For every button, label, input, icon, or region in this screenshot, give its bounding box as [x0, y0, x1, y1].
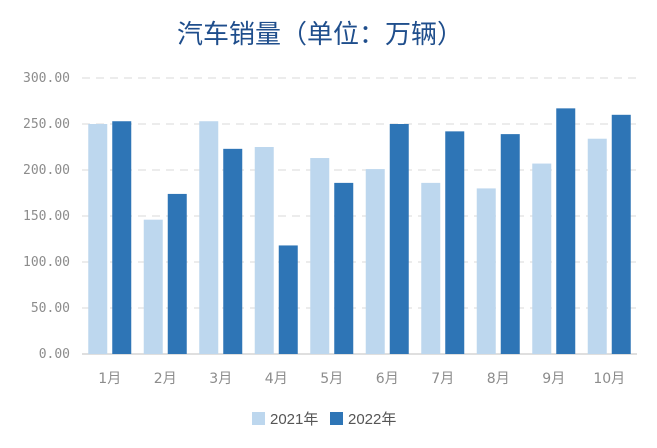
bar-2022: [334, 182, 354, 354]
x-tick-label: 10月: [593, 371, 625, 387]
bar-2021: [421, 182, 441, 354]
y-tick-label: 300.00: [23, 71, 70, 86]
bar-2022: [611, 114, 631, 354]
bar-2022: [278, 245, 298, 354]
bar-2022: [445, 131, 465, 354]
bar-2021: [199, 121, 219, 355]
bars: [88, 108, 631, 355]
y-tick-label: 0.00: [39, 347, 70, 362]
bar-2021: [587, 138, 607, 354]
bar-2022: [389, 124, 409, 354]
bar-2022: [167, 193, 187, 354]
legend-label-2022: 2022年: [348, 411, 396, 428]
y-tick-label: 200.00: [23, 163, 70, 178]
legend-swatch-2021: [252, 412, 265, 425]
y-tick-label: 150.00: [23, 209, 70, 224]
x-tick-label: 1月: [98, 371, 121, 387]
bar-2022: [112, 121, 132, 355]
x-tick-label: 9月: [542, 371, 565, 387]
x-tick-label: 6月: [376, 371, 399, 387]
bar-2021: [365, 169, 385, 354]
x-tick-label: 4月: [265, 371, 288, 387]
y-tick-label: 250.00: [23, 117, 70, 132]
x-tick-label: 8月: [487, 371, 510, 387]
tick-labels: 0.00 50.00 100.00 150.00 200.00 250.00 300.00 1…: [23, 71, 625, 387]
bar-2022: [500, 134, 520, 354]
y-tick-label: 50.00: [31, 301, 70, 316]
bar-2022: [556, 108, 576, 354]
x-tick-label: 2月: [154, 371, 177, 387]
bar-2021: [532, 163, 552, 354]
chart-title: 汽车销量（单位：万辆）: [177, 20, 463, 50]
gridlines: [82, 77, 637, 309]
bar-2021: [143, 219, 163, 354]
legend-swatch-2022: [330, 412, 343, 425]
legend: 2021年 2022年: [252, 411, 396, 428]
bar-2021: [310, 158, 330, 354]
x-tick-label: 7月: [431, 371, 454, 387]
y-tick-label: 100.00: [23, 255, 70, 270]
legend-label-2021: 2021年: [270, 411, 318, 428]
bar-2022: [223, 148, 243, 354]
x-tick-label: 5月: [320, 371, 343, 387]
x-tick-label: 3月: [209, 371, 232, 387]
bar-2021: [254, 147, 274, 354]
bar-2021: [88, 124, 108, 354]
bar-2021: [476, 188, 496, 354]
